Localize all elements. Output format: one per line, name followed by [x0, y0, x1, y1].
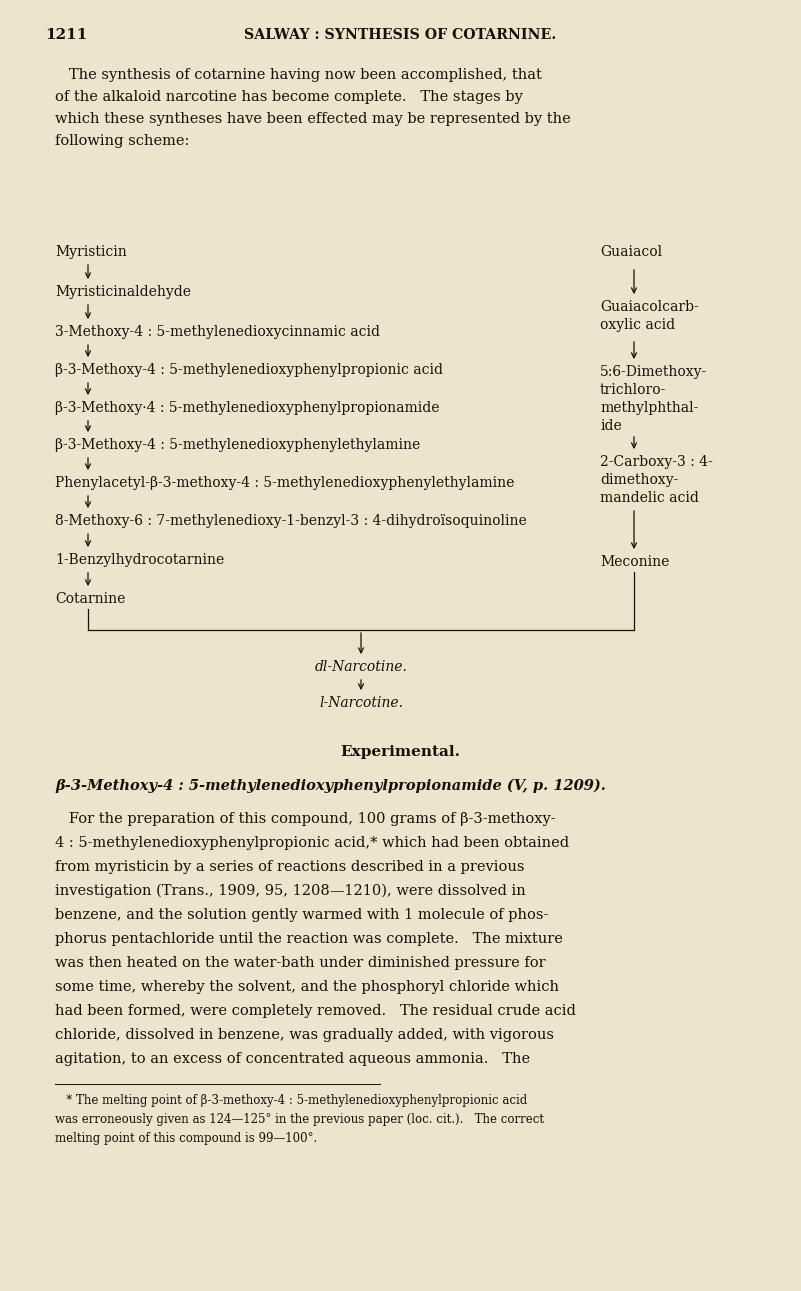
Text: following scheme:: following scheme:: [55, 134, 189, 148]
Text: 3-Methoxy-4 : 5-methylenedioxycinnamic acid: 3-Methoxy-4 : 5-methylenedioxycinnamic a…: [55, 325, 380, 340]
Text: For the preparation of this compound, 100 grams of β-3-methoxy-: For the preparation of this compound, 10…: [55, 812, 556, 826]
Text: from myristicin by a series of reactions described in a previous: from myristicin by a series of reactions…: [55, 860, 525, 874]
Text: 8-Methoxy-6 : 7-methylenedioxy-1-benzyl-3 : 4-dihydroïsoquinoline: 8-Methoxy-6 : 7-methylenedioxy-1-benzyl-…: [55, 514, 527, 528]
Text: 1211: 1211: [45, 28, 87, 43]
Text: 4 : 5-methylenedioxyphenylpropionic acid,* which had been obtained: 4 : 5-methylenedioxyphenylpropionic acid…: [55, 837, 570, 849]
Text: Cotarnine: Cotarnine: [55, 593, 126, 605]
Text: was then heated on the water-bath under diminished pressure for: was then heated on the water-bath under …: [55, 957, 545, 970]
Text: dl-Narcotine.: dl-Narcotine.: [315, 660, 408, 674]
Text: * The melting point of β-3-methoxy-4 : 5-methylenedioxyphenylpropionic acid: * The melting point of β-3-methoxy-4 : 5…: [55, 1093, 527, 1106]
Text: β-3-Methoxy-4 : 5-methylenedioxyphenylethylamine: β-3-Methoxy-4 : 5-methylenedioxyphenylet…: [55, 438, 421, 452]
Text: Meconine: Meconine: [600, 555, 670, 569]
Text: β-3-Methoxy-4 : 5-methylenedioxyphenylpropionic acid: β-3-Methoxy-4 : 5-methylenedioxyphenylpr…: [55, 363, 443, 377]
Text: investigation (Trans., 1909, 95, 1208—1210), were dissolved in: investigation (Trans., 1909, 95, 1208—12…: [55, 884, 525, 899]
Text: SALWAY : SYNTHESIS OF COTARNINE.: SALWAY : SYNTHESIS OF COTARNINE.: [244, 28, 556, 43]
Text: Guaiacol: Guaiacol: [600, 245, 662, 259]
Text: 1-Benzylhydrocotarnine: 1-Benzylhydrocotarnine: [55, 553, 224, 567]
Text: β-3-Methoxy·4 : 5-methylenedioxyphenylpropionamide: β-3-Methoxy·4 : 5-methylenedioxyphenylpr…: [55, 402, 440, 414]
Text: The synthesis of cotarnine having now been accomplished, that: The synthesis of cotarnine having now be…: [55, 68, 541, 83]
Text: which these syntheses have been effected may be represented by the: which these syntheses have been effected…: [55, 112, 571, 127]
Text: melting point of this compound is 99—100°.: melting point of this compound is 99—100…: [55, 1132, 317, 1145]
Text: Myristicinaldehyde: Myristicinaldehyde: [55, 285, 191, 300]
Text: benzene, and the solution gently warmed with 1 molecule of phos-: benzene, and the solution gently warmed …: [55, 908, 549, 922]
Text: Experimental.: Experimental.: [340, 745, 460, 759]
Text: Phenylacetyl-β-3-methoxy-4 : 5-methylenedioxyphenylethylamine: Phenylacetyl-β-3-methoxy-4 : 5-methylene…: [55, 476, 514, 491]
Text: chloride, dissolved in benzene, was gradually added, with vigorous: chloride, dissolved in benzene, was grad…: [55, 1028, 554, 1042]
Text: of the alkaloid narcotine has become complete.   The stages by: of the alkaloid narcotine has become com…: [55, 90, 523, 105]
Text: had been formed, were completely removed.   The residual crude acid: had been formed, were completely removed…: [55, 1004, 576, 1019]
Text: 5:6-Dimethoxy-
trichloro-
methylphthal-
ide: 5:6-Dimethoxy- trichloro- methylphthal- …: [600, 365, 707, 432]
Text: β-3-Methoxy-4 : 5-methylenedioxyphenylpropionamide (V, p. 1209).: β-3-Methoxy-4 : 5-methylenedioxyphenylpr…: [55, 778, 606, 794]
Text: l-Narcotine.: l-Narcotine.: [319, 696, 403, 710]
Text: Guaiacolcarb-
oxylic acid: Guaiacolcarb- oxylic acid: [600, 300, 698, 332]
Text: Myristicin: Myristicin: [55, 245, 127, 259]
Text: phorus pentachloride until the reaction was complete.   The mixture: phorus pentachloride until the reaction …: [55, 932, 563, 946]
Text: was erroneously given as 124—125° in the previous paper (loc. cit.).   The corre: was erroneously given as 124—125° in the…: [55, 1113, 544, 1126]
Text: 2-Carboxy-3 : 4-
dimethoxy-
mandelic acid: 2-Carboxy-3 : 4- dimethoxy- mandelic aci…: [600, 454, 713, 505]
Text: some time, whereby the solvent, and the phosphoryl chloride which: some time, whereby the solvent, and the …: [55, 980, 559, 994]
Text: agitation, to an excess of concentrated aqueous ammonia.   The: agitation, to an excess of concentrated …: [55, 1052, 530, 1066]
